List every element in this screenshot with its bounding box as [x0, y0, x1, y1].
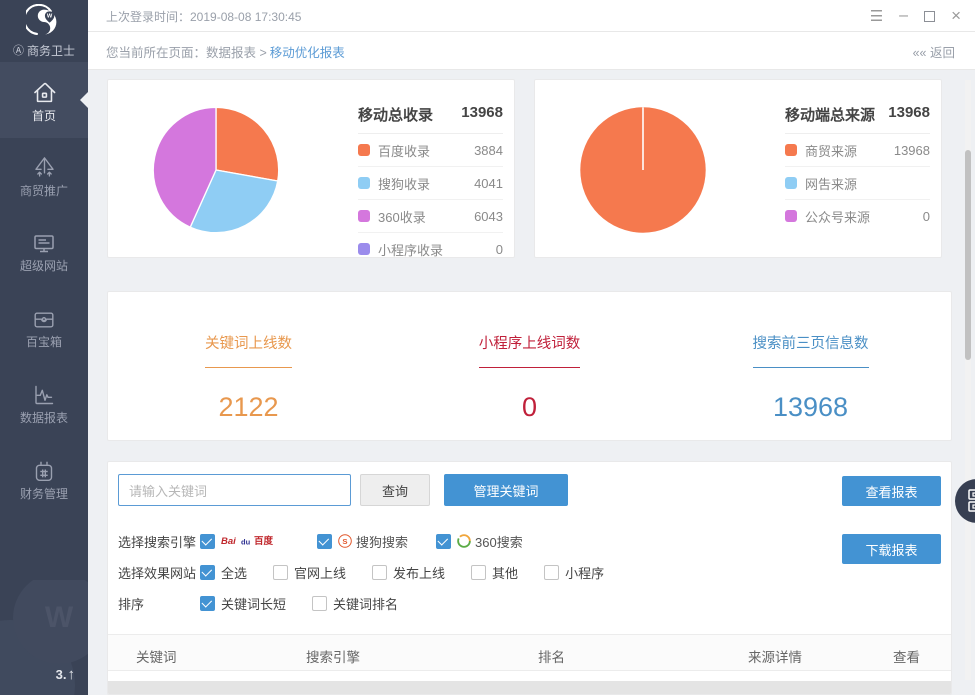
svg-text:du: du — [241, 538, 251, 547]
svg-text:百度: 百度 — [254, 535, 274, 547]
svg-text:W: W — [47, 13, 53, 19]
svg-text:S: S — [342, 537, 347, 546]
svg-text:Bai: Bai — [221, 536, 236, 547]
